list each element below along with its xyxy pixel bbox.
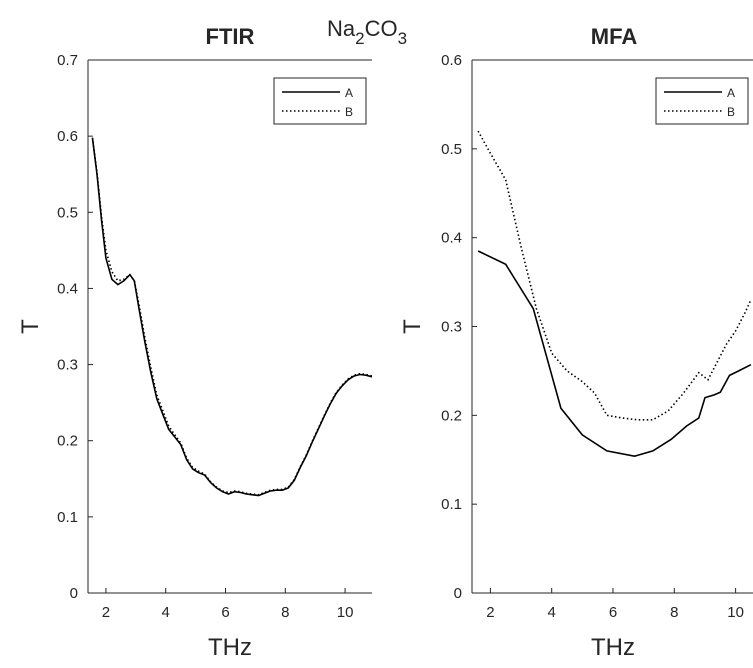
ftir-y-tick-label: 0.5 xyxy=(57,204,78,221)
ftir-x-tick-label: 8 xyxy=(281,604,289,621)
mfa-x-tick-label: 2 xyxy=(486,604,494,621)
ftir-y-tick-label: 0.2 xyxy=(57,433,78,450)
mfa-legend-label-a: A xyxy=(727,86,735,100)
mfa-y-label: T xyxy=(399,319,426,334)
ftir-y-tick-label: 0.3 xyxy=(57,357,78,374)
mfa-title: MFA xyxy=(591,24,638,49)
mfa-series-b-line xyxy=(477,130,752,421)
ftir-x-tick-label: 2 xyxy=(102,604,110,621)
ftir-legend-box xyxy=(273,77,367,125)
mfa-legend-label-b: B xyxy=(727,105,735,119)
suptitle-co: CO xyxy=(365,16,398,41)
mfa-y-tick-label: 0.6 xyxy=(441,52,462,69)
ftir-legend: AB xyxy=(273,77,367,125)
ftir-x-label: THz xyxy=(208,634,252,661)
ftir-title: FTIR xyxy=(206,24,255,49)
mfa-legend-box xyxy=(655,77,749,125)
ftir-y-label: T xyxy=(17,319,44,334)
mfa-x-tick-label: 10 xyxy=(727,604,744,621)
mfa-x-tick-label: 6 xyxy=(609,604,617,621)
mfa-series-a-line xyxy=(477,250,752,458)
ftir-x-tick-label: 4 xyxy=(162,604,170,621)
ftir-x-tick-label: 6 xyxy=(221,604,229,621)
ftir-panel: FTIR 0 0.1 0.2 0.3 0.4 0.5 0.6 0.7 2 4 6 8 10 THz T AB xyxy=(17,24,372,661)
mfa-y-tick-label: 0.1 xyxy=(441,496,462,513)
mfa-y-tick-label: 0.2 xyxy=(441,407,462,424)
ftir-y-tick-label: 0.4 xyxy=(57,280,78,297)
mfa-legend: AB xyxy=(655,77,749,125)
ftir-series-b-line xyxy=(91,137,372,496)
ftir-legend-label-a: A xyxy=(345,86,353,100)
mfa-x-label: THz xyxy=(591,634,635,661)
ftir-series-a-line xyxy=(91,138,372,497)
mfa-y-tick-label: 0 xyxy=(454,585,462,602)
mfa-x-tick-label: 8 xyxy=(670,604,678,621)
mfa-y-tick-label: 0.3 xyxy=(441,319,462,336)
ftir-y-tick-label: 0.6 xyxy=(57,128,78,145)
ftir-x-tick-label: 10 xyxy=(337,604,354,621)
suptitle-na: Na xyxy=(327,16,356,41)
mfa-x-tick-label: 4 xyxy=(548,604,556,621)
ftir-y-tick-label: 0 xyxy=(70,585,78,602)
suptitle-sub-2: 2 xyxy=(355,29,364,48)
mfa-panel: MFA 0 0.1 0.2 0.3 0.4 0.5 0.6 2 4 6 8 10 THz T AB xyxy=(399,24,753,661)
suptitle-sub-3: 3 xyxy=(398,29,407,48)
figure-suptitle: Na2CO3 xyxy=(327,16,407,48)
mfa-y-tick-label: 0.4 xyxy=(441,230,462,247)
ftir-legend-label-b: B xyxy=(345,105,353,119)
ftir-y-tick-label: 0.1 xyxy=(57,509,78,526)
mfa-y-tick-label: 0.5 xyxy=(441,141,462,158)
ftir-y-tick-label: 0.7 xyxy=(57,52,78,69)
